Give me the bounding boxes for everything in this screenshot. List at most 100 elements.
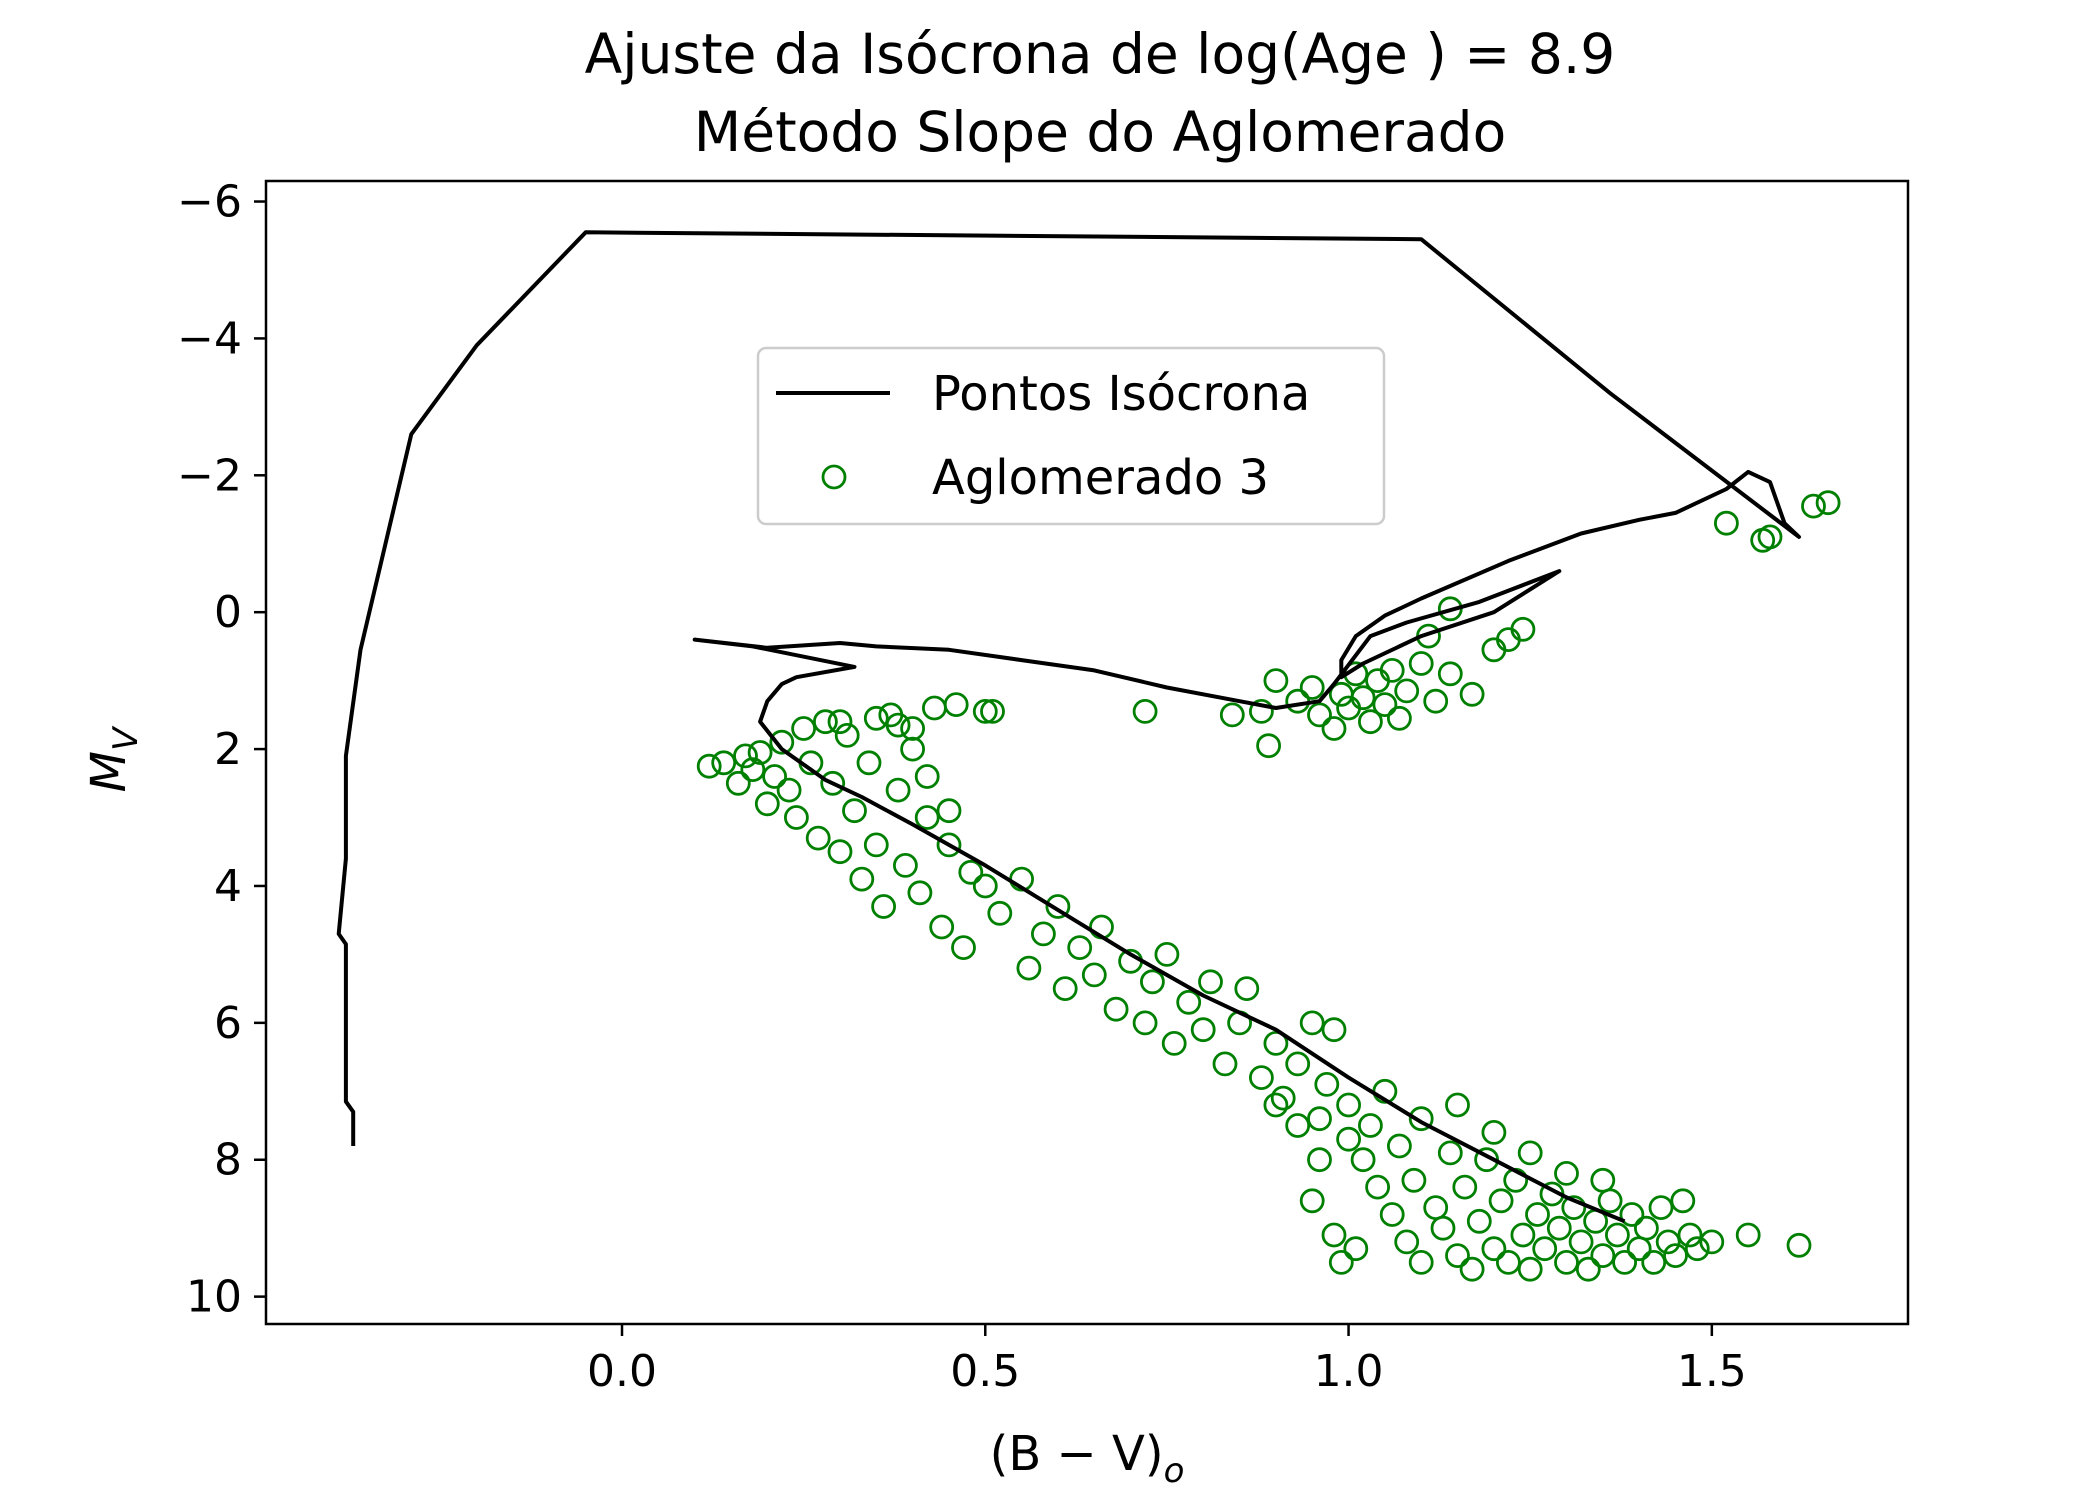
cluster-point [725,770,751,796]
cluster-point [813,709,838,735]
cluster-point [1365,1174,1390,1200]
cluster-point [1590,1167,1616,1193]
cluster-point [1408,1106,1434,1132]
cluster-point [922,695,947,721]
y-tick-label: 0 [214,587,242,638]
cluster-point [914,764,940,789]
cluster-point [1561,1195,1587,1220]
cluster-point [1423,688,1449,714]
cluster-point [791,716,816,741]
cluster-point [914,805,940,830]
cluster-point [1052,976,1078,1001]
cluster-point [1423,1195,1449,1220]
cluster-point [1655,1229,1681,1255]
cluster-point [1321,1222,1347,1248]
cluster-point [1307,702,1332,728]
cluster-point [1575,1256,1601,1282]
cluster-point [805,825,831,851]
cluster-point [1343,1236,1369,1262]
cluster-point [936,798,962,824]
cluster-point [1263,1031,1289,1056]
cluster-point [1140,969,1165,995]
cluster-point [842,798,867,824]
x-axis-label-main: (B − V) [990,1426,1164,1482]
y-axis: −6 −4 −2 0 2 4 6 8 10 [177,177,266,1323]
isochrone-layer [336,230,1801,1224]
cluster-point [1299,1010,1325,1036]
cluster-point [1546,1215,1572,1241]
cluster-point [1190,1017,1216,1043]
legend-box [756,346,1386,526]
cluster-point [1249,1065,1274,1090]
cluster-point [1648,1195,1674,1220]
cluster-point [1285,1113,1311,1138]
cluster-point [1263,1092,1289,1118]
cluster-point [1336,1126,1361,1152]
y-tick-label: −2 [177,450,242,501]
cluster-point [784,805,809,830]
cluster-point [1612,1250,1637,1275]
cluster-point [863,832,889,858]
cluster-point [900,736,925,762]
cluster-point [1358,1113,1383,1138]
cluster-point [1714,510,1739,536]
cluster-point [740,757,766,782]
cluster-point [1466,1208,1492,1234]
cluster-point [972,873,998,899]
cluster-point [972,699,998,724]
cluster-point [1568,1229,1594,1255]
cluster-point [1408,651,1434,676]
cluster-point [900,716,925,741]
y-axis-label-main: M [81,751,137,792]
cluster-point [1496,1250,1521,1275]
y-tick-label: 6 [214,998,242,1049]
cluster-point [885,712,911,738]
cluster-point [1481,1120,1507,1145]
cluster-point [893,853,918,878]
cluster-point [1161,1031,1187,1056]
cluster-point [1154,942,1180,967]
cluster-point [1554,1250,1579,1275]
cluster-point [1488,1188,1514,1214]
cluster-point [1597,1188,1623,1214]
y-tick-label: 8 [214,1135,242,1186]
legend-label-isochrone: Pontos Isócrona [932,366,1310,422]
cluster-point [929,914,955,940]
cluster-point [1387,705,1412,731]
cluster-point [907,880,933,906]
cluster-point [863,705,889,731]
legend-label-cluster: Aglomerado 3 [932,450,1269,506]
cluster-point [1510,616,1536,642]
y-axis-label: MV [81,725,146,792]
cluster-point [1481,1236,1507,1262]
cluster-point [885,777,911,803]
cluster-point [1437,1140,1463,1166]
y-tick-label: 2 [214,724,242,775]
cluster-point [1430,1215,1456,1241]
cluster-point [1394,1229,1420,1255]
cluster-point [1045,894,1071,919]
chart-title: Ajuste da Isócrona de log(Age ) = 8.9 [585,22,1616,86]
cluster-point [1786,1232,1812,1258]
cluster-point [1299,1188,1325,1214]
y-tick-label: −6 [177,177,242,228]
x-tick-label: 0.5 [950,1346,1020,1397]
cluster-point [1757,524,1783,550]
legend-marker-swatch [821,464,847,490]
legend: Pontos Isócrona Aglomerado 3 [756,346,1386,526]
y-tick-label: 4 [214,861,242,912]
cluster-point [1677,1222,1703,1248]
cluster-point [762,764,787,789]
cluster-point [943,692,969,717]
cluster-point [1358,709,1383,735]
cluster-point [1605,1222,1630,1248]
cluster-point [1379,1202,1405,1227]
cluster-point [871,894,896,919]
cluster-point [733,743,758,769]
chart-subtitle: Método Slope do Aglomerado [694,100,1506,164]
cluster-point [951,935,976,960]
cluster-point [1517,1256,1543,1282]
cluster-point [1263,668,1289,693]
cluster-point [1031,921,1056,947]
x-axis: 0.0 0.5 1.0 1.5 [587,1324,1747,1397]
